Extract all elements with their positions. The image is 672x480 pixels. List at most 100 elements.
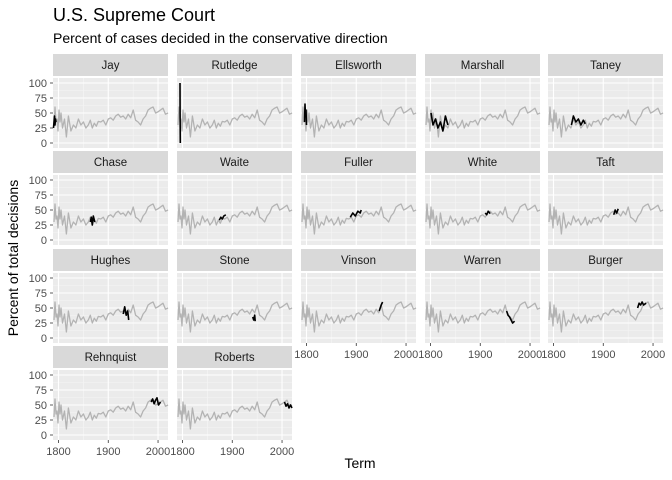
facet-strip-label: Marshall (461, 60, 504, 72)
facet-strip-label: Taney (590, 60, 621, 72)
chief-justice-series-line (484, 210, 491, 216)
facet-strip (425, 249, 540, 271)
facet-panels: Jay 0 25 50 75 100 Rutledge Ellsworth Marshall Ta… (29, 54, 665, 458)
facet-strip (425, 54, 540, 76)
y-tick-label: 75 (35, 190, 47, 202)
x-tick-label: 2000 (518, 349, 542, 361)
x-tick-label: 1800 (170, 446, 194, 458)
chart-title: U.S. Supreme Court (53, 5, 215, 25)
y-tick-label: 100 (29, 273, 47, 285)
chief-justice-series-line (303, 103, 308, 126)
all-terms-series-line (425, 301, 541, 333)
facet-strip-label: Ellsworth (335, 60, 382, 72)
y-tick-label: 100 (29, 78, 47, 90)
facet-strip-label: Taft (596, 157, 615, 169)
y-tick-label: 25 (35, 318, 47, 330)
chief-justice-series-line (570, 115, 586, 126)
chief-justice-series-line (52, 115, 57, 129)
facet-panel-jay: Jay 0 25 50 75 100 (29, 54, 169, 150)
all-terms-series-line (177, 106, 293, 138)
facet-strip-label: Warren (464, 255, 501, 267)
facet-strip (177, 151, 292, 173)
facet-strip (548, 54, 663, 76)
y-tick-label: 100 (29, 370, 47, 382)
facet-strip-label: Stone (219, 255, 249, 267)
facet-panel-taft: Taft (548, 151, 664, 245)
y-tick-label: 0 (41, 430, 47, 442)
facet-panel-ellsworth: Ellsworth (301, 54, 417, 148)
facet-panel-rehnquist: Rehnquist 0 25 50 75 100 1800 1900 2000 (29, 346, 170, 458)
facet-strip (548, 249, 663, 271)
facet-panel-fuller: Fuller (301, 151, 417, 245)
facet-panel-warren: Warren 1800 1900 2000 (418, 249, 542, 361)
x-tick-label: 2000 (146, 446, 170, 458)
facet-strip-label: Chase (94, 157, 127, 169)
facet-strip (177, 249, 292, 271)
y-tick-label: 25 (35, 415, 47, 427)
all-terms-series-line (301, 106, 417, 138)
chart-subtitle: Percent of cases decided in the conserva… (53, 30, 388, 46)
facet-strip (53, 249, 168, 271)
all-terms-series-line (301, 203, 417, 235)
chief-justice-series-line (150, 396, 162, 406)
x-tick-label: 1900 (220, 446, 244, 458)
facet-panel-chase: Chase 0 25 50 75 100 (29, 151, 169, 247)
facet-panel-vinson: Vinson 1800 1900 2000 (294, 249, 418, 361)
facet-strip-label: Vinson (341, 255, 376, 267)
x-tick-label: 1800 (294, 349, 318, 361)
y-tick-label: 25 (35, 220, 47, 232)
chief-justice-series-line (378, 301, 384, 312)
x-axis-title: Term (344, 455, 375, 471)
facet-strip (301, 249, 416, 271)
facet-strip-label: Rehnquist (85, 352, 138, 364)
x-tick-label: 2000 (270, 446, 294, 458)
y-tick-label: 50 (35, 303, 47, 315)
all-terms-series-line (53, 398, 169, 430)
facet-strip (53, 54, 168, 76)
all-terms-series-line (53, 203, 169, 235)
y-tick-label: 0 (41, 333, 47, 345)
facet-strip (301, 151, 416, 173)
all-terms-series-line (301, 301, 417, 333)
facet-panel-taney: Taney (548, 54, 664, 148)
y-tick-label: 75 (35, 288, 47, 300)
facet-strip-label: Hughes (91, 255, 131, 267)
x-tick-label: 2000 (394, 349, 418, 361)
x-tick-label: 1900 (344, 349, 368, 361)
chief-justice-series-line (349, 209, 362, 218)
x-tick-label: 1900 (96, 446, 120, 458)
chief-justice-series-line (636, 301, 647, 309)
facet-panel-rutledge: Rutledge (177, 54, 293, 148)
y-tick-label: 25 (35, 123, 47, 135)
y-tick-label: 100 (29, 175, 47, 187)
all-terms-series-line (177, 398, 293, 430)
facet-strip (177, 54, 292, 76)
chief-justice-series-line (505, 310, 516, 324)
facet-strip (53, 151, 168, 173)
all-terms-series-line (548, 106, 664, 138)
x-tick-label: 1800 (418, 349, 442, 361)
y-tick-label: 50 (35, 205, 47, 217)
facet-strip-label: Waite (220, 157, 249, 169)
x-tick-label: 2000 (641, 349, 665, 361)
facet-panel-hughes: Hughes 0 25 50 75 100 (29, 249, 169, 345)
facet-panel-stone: Stone (177, 249, 293, 343)
facet-strip (425, 151, 540, 173)
y-tick-label: 75 (35, 93, 47, 105)
all-terms-series-line (177, 203, 293, 235)
facet-strip (53, 346, 168, 368)
x-tick-label: 1800 (541, 349, 565, 361)
y-tick-label: 75 (35, 385, 47, 397)
chief-justice-series-line (612, 208, 619, 216)
facet-strip (177, 346, 292, 368)
facet-strip (301, 54, 416, 76)
y-tick-label: 0 (41, 235, 47, 247)
x-tick-label: 1900 (468, 349, 492, 361)
facet-strip (548, 151, 663, 173)
all-terms-series-line (548, 203, 664, 235)
facet-strip-label: Roberts (214, 352, 255, 364)
y-axis-title: Percent of total decisions (5, 180, 21, 336)
y-tick-label: 50 (35, 400, 47, 412)
facet-panel-white: White (425, 151, 541, 245)
